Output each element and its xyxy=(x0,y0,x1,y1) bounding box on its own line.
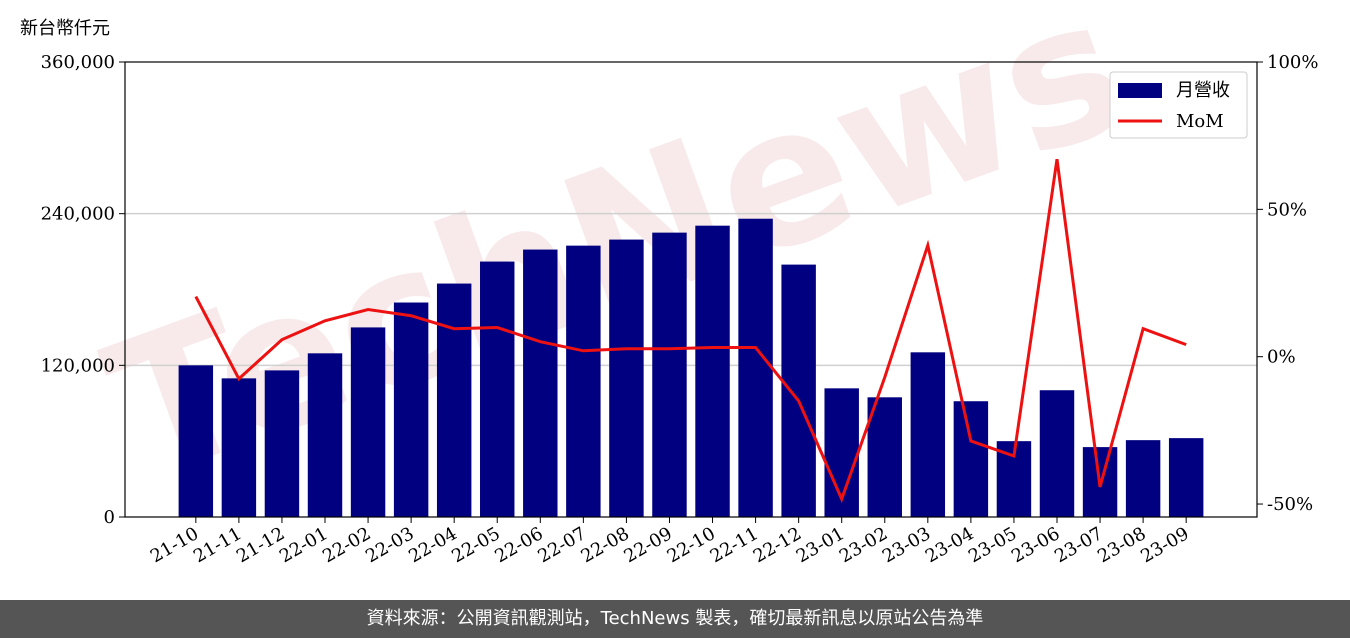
x-tick-label: 22-02 xyxy=(319,523,374,567)
bar xyxy=(221,378,257,517)
bar xyxy=(178,365,214,517)
bar xyxy=(566,245,601,517)
x-tick-label: 22-04 xyxy=(405,523,460,567)
x-tick-label: 22-10 xyxy=(664,523,719,567)
x-tick-label: 22-12 xyxy=(750,523,805,567)
x-tick-label: 21-10 xyxy=(147,523,202,567)
legend-swatch xyxy=(1118,83,1162,98)
bar xyxy=(1039,390,1075,517)
footer: 資料來源：公開資訊觀測站，TechNews 製表，確切最新訊息以原站公告為準 xyxy=(0,600,1350,638)
x-tick-label: 22-09 xyxy=(621,523,676,567)
x-tick-label: 23-05 xyxy=(965,523,1020,567)
y-tick-label: 120,000 xyxy=(41,355,115,376)
x-tick-label: 23-08 xyxy=(1094,523,1149,567)
x-tick-label: 22-05 xyxy=(448,523,503,567)
legend-label: 月營收 xyxy=(1176,80,1230,101)
x-tick-label: 23-03 xyxy=(879,523,934,567)
bar xyxy=(738,218,773,517)
bar xyxy=(436,283,472,517)
x-tick-label: 22-08 xyxy=(577,523,632,567)
bar xyxy=(953,401,989,517)
bar xyxy=(910,352,946,517)
bar xyxy=(652,232,687,517)
y-tick-label: 0 xyxy=(104,507,115,528)
y2-tick-label: 100% xyxy=(1267,52,1318,73)
x-tick-label: 22-11 xyxy=(707,523,762,567)
line xyxy=(194,159,1187,504)
y-tick-label: 240,000 xyxy=(41,204,115,225)
x-tick-label: 23-02 xyxy=(836,523,891,567)
bar xyxy=(695,225,730,517)
bar xyxy=(609,239,644,517)
x-tick-label: 23-04 xyxy=(922,523,977,567)
bar xyxy=(1168,438,1204,517)
bar xyxy=(350,327,386,517)
x-tick-label: 21-12 xyxy=(233,523,288,567)
y2-tick-label: 0% xyxy=(1267,347,1296,368)
y-tick-label: 360,000 xyxy=(41,52,115,73)
x-tick-label: 23-09 xyxy=(1137,523,1192,567)
y-axis-title: 新台幣仟元 xyxy=(20,18,110,39)
x-tick-label: 22-06 xyxy=(491,523,546,567)
plot-frame xyxy=(124,61,1258,518)
bar xyxy=(264,370,300,517)
bar xyxy=(867,397,902,517)
x-tick-label: 22-07 xyxy=(534,523,589,567)
chart: 新台幣仟元 TechNews0120,000240,000360,000100%… xyxy=(20,0,1318,567)
bar xyxy=(307,353,343,517)
x-tick-label: 23-07 xyxy=(1051,523,1106,567)
x-tick-label: 23-01 xyxy=(793,523,848,567)
x-tick-label: 21-11 xyxy=(190,523,245,567)
y2-tick-label: 50% xyxy=(1267,199,1307,220)
legend-label: MoM xyxy=(1176,111,1224,132)
bar xyxy=(781,264,816,517)
x-tick-label: 23-06 xyxy=(1008,523,1063,567)
bar xyxy=(393,302,429,517)
bar xyxy=(480,261,515,517)
bar xyxy=(1125,440,1161,517)
x-tick-label: 22-03 xyxy=(362,523,417,567)
y2-tick-label: -50% xyxy=(1267,494,1313,515)
bar xyxy=(523,249,558,518)
x-tick-label: 22-01 xyxy=(276,523,331,567)
